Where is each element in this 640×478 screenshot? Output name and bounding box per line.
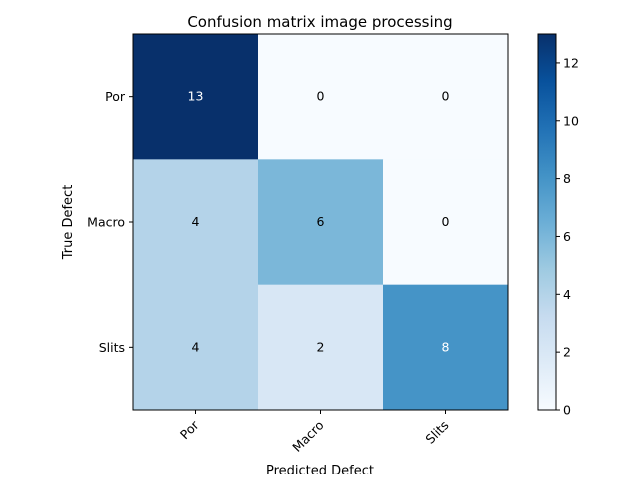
colorbar-tick-label: 8	[563, 171, 571, 186]
cell-value-label: 0	[442, 214, 450, 229]
heatmap-cell	[133, 34, 259, 160]
heatmap-cell-labels: 13 0 0 4 6 0 4 2 8	[188, 89, 450, 355]
y-tick-label: Por	[105, 89, 126, 104]
cell-value-label: 2	[317, 339, 325, 354]
cell-value-label: 13	[188, 89, 204, 104]
y-axis-label: True Defect	[61, 185, 76, 261]
heatmap-cell	[383, 34, 509, 160]
heatmap-cell	[383, 159, 509, 286]
heatmap-cell	[258, 284, 384, 411]
cell-value-label: 8	[442, 339, 450, 354]
heatmap-cell	[383, 284, 509, 411]
colorbar-tick-label: 2	[563, 345, 571, 360]
chart-title: Confusion matrix image processing	[187, 13, 452, 31]
y-tick-label: Slits	[99, 340, 125, 355]
colorbar-tick-label: 10	[563, 113, 579, 128]
cell-value-label: 6	[317, 214, 325, 229]
colorbar-ticks: 0 2 4 6 8 10 12	[556, 55, 579, 418]
y-tick-label: Macro	[87, 215, 125, 230]
cell-value-label: 0	[442, 89, 450, 104]
x-tick-label: Slits	[422, 418, 451, 447]
colorbar-tick-label: 4	[563, 287, 571, 302]
heatmap-cell	[258, 159, 384, 286]
cell-value-label: 0	[317, 89, 325, 104]
cell-value-label: 4	[192, 214, 200, 229]
heatmap-cell	[133, 284, 259, 411]
y-axis-ticks: Por Macro Slits	[87, 89, 133, 355]
x-axis-ticks: Por Macro Slits	[177, 410, 452, 455]
x-axis-label: Predicted Defect	[266, 464, 374, 474]
colorbar-tick-label: 6	[563, 229, 571, 244]
x-tick-label: Por	[177, 417, 202, 442]
cell-value-label: 4	[192, 339, 200, 354]
x-tick-label: Macro	[289, 418, 326, 455]
heatmap-cell	[258, 34, 384, 160]
heatmap-cells	[133, 34, 509, 411]
colorbar-tick-label: 12	[563, 55, 579, 70]
heatmap-cell	[133, 159, 259, 286]
colorbar	[537, 33, 557, 411]
colorbar-tick-label: 0	[563, 403, 571, 418]
